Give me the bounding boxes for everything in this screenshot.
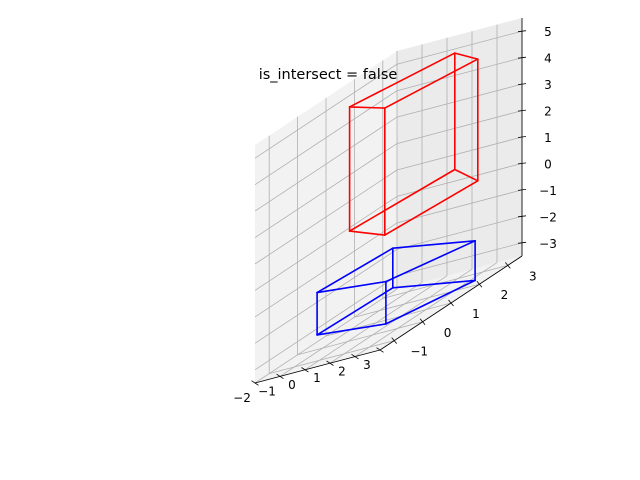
grid-line-z-left xyxy=(254,169,398,265)
shape-edge xyxy=(348,168,456,232)
x-tick-label: 2 xyxy=(338,365,346,379)
x-tick xyxy=(301,367,309,373)
x-axis-line xyxy=(254,349,381,384)
y-tick xyxy=(476,280,483,288)
x-tick xyxy=(351,353,359,360)
shape-edge xyxy=(391,279,476,289)
z-tick xyxy=(517,30,527,33)
shape-edge xyxy=(348,52,456,108)
grid-line-z-back xyxy=(396,189,523,224)
x-tick-label: 0 xyxy=(288,378,296,392)
z-tick xyxy=(517,136,527,138)
z-tick xyxy=(517,83,527,85)
z-tick-label: 1 xyxy=(544,131,552,145)
shape-edge xyxy=(348,230,386,236)
grid-line-z-left xyxy=(254,222,398,318)
shape-0 xyxy=(348,52,479,236)
grid-line-y-bottom xyxy=(297,321,423,356)
shape-edge xyxy=(316,323,387,336)
shape-edge xyxy=(383,58,479,109)
z-tick-label: −2 xyxy=(539,210,557,224)
x-tick xyxy=(251,380,259,386)
plotted-shapes xyxy=(316,52,479,336)
z-tick-label: −1 xyxy=(539,184,557,198)
grid-line-y-bottom xyxy=(382,265,508,299)
tick-marks xyxy=(251,30,527,386)
grid-line-z-back xyxy=(396,57,523,92)
shape-edge xyxy=(383,180,479,236)
shape-edge xyxy=(316,280,387,294)
y-tick-label: 0 xyxy=(444,326,452,340)
y-tick xyxy=(504,262,511,269)
x-tick xyxy=(326,360,334,366)
grid-line-z-back xyxy=(396,215,523,250)
z-tick xyxy=(517,241,527,244)
grid-line-z-left xyxy=(254,90,398,186)
shape-1 xyxy=(316,240,476,336)
shape-edge xyxy=(348,106,386,109)
z-tick xyxy=(517,162,527,165)
z-tick xyxy=(517,189,527,191)
shape-edge xyxy=(453,168,479,182)
z-tick-label: 0 xyxy=(544,157,552,171)
x-tick-label: 3 xyxy=(363,358,371,372)
grid-line-z-back xyxy=(396,30,523,65)
shape-edge xyxy=(316,286,394,336)
y-tick-label: 1 xyxy=(472,307,480,321)
y-tick-label: 3 xyxy=(529,269,537,283)
z-tick-label: 4 xyxy=(544,52,552,66)
y-tick xyxy=(391,337,398,344)
y-tick-label: 2 xyxy=(501,288,509,302)
grid-line-z-left xyxy=(254,196,398,291)
shape-edge xyxy=(385,240,476,283)
x-tick-label: −1 xyxy=(258,384,276,398)
grid-line-z-back xyxy=(396,136,523,171)
grid-line-z-left xyxy=(254,116,398,212)
tick-labels: −2 −1 0 1 2 3 −1 0 1 2 3 −3 −2 −1 0 1 2 3 4 5 xyxy=(233,25,557,405)
grid-line-z-left xyxy=(254,63,398,159)
grid-line-z-back xyxy=(396,242,523,277)
grid-line-z-back xyxy=(396,83,523,118)
z-tick-label: −3 xyxy=(539,237,557,251)
y-tick xyxy=(419,318,426,326)
grid-lines xyxy=(254,18,523,384)
grid-line-y-bottom xyxy=(354,283,480,318)
grid-line-z-left xyxy=(254,143,398,238)
grid-line-z-left xyxy=(254,275,398,371)
z-tick-label: 5 xyxy=(544,25,552,39)
z-tick xyxy=(517,215,527,218)
z-tick-label: 2 xyxy=(544,105,552,119)
shape-edge xyxy=(391,240,476,249)
z-tick xyxy=(517,109,527,112)
grid-line-y-bottom xyxy=(269,340,395,374)
shape-edge xyxy=(453,52,479,60)
shape-edge xyxy=(385,279,476,325)
x-tick xyxy=(276,373,284,380)
x-tick xyxy=(376,347,384,353)
z-tick xyxy=(517,56,527,59)
y-tick-label: −1 xyxy=(410,345,428,359)
y-tick xyxy=(448,299,454,307)
z-tick-label: 3 xyxy=(544,78,552,92)
chart-title: is_intersect = false xyxy=(259,67,398,83)
grid-line-z-left xyxy=(254,248,398,344)
x-tick-label: 1 xyxy=(313,371,321,385)
x-tick-label: −2 xyxy=(233,391,251,405)
grid-line-z-back xyxy=(396,110,523,144)
shape-edge xyxy=(316,247,394,294)
